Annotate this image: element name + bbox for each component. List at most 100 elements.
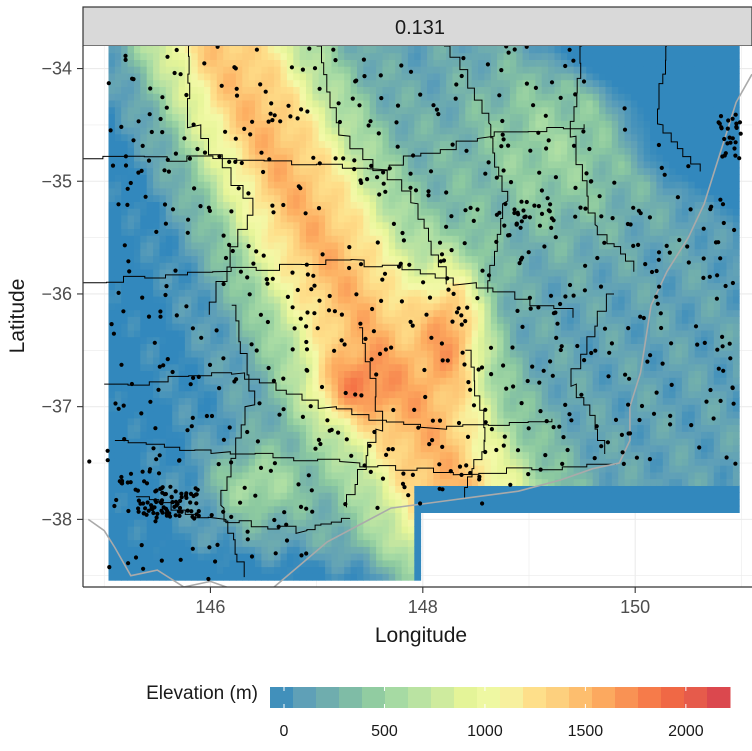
raster-cell [414,459,421,466]
raster-cell [504,161,511,168]
raster-cell [491,310,498,317]
raster-cell [433,93,440,100]
raster-cell [185,546,192,553]
raster-cell [185,357,192,364]
raster-cell [281,317,288,324]
raster-cell [198,404,205,411]
raster-cell [210,256,217,263]
raster-cell [198,445,205,452]
raster-cell [383,175,390,182]
raster-cell [261,188,268,195]
raster-cell [121,208,128,215]
raster-cell [351,546,358,553]
raster-cell [166,567,173,574]
raster-cell [121,465,128,472]
raster-cell [504,256,511,263]
raster-cell [414,465,421,472]
raster-cell [160,533,167,540]
raster-cell [459,276,466,283]
raster-cell [287,188,294,195]
raster-cell [421,141,428,148]
raster-cell [332,398,339,405]
raster-cell [223,398,230,405]
raster-cell [268,235,275,242]
raster-cell [383,526,390,533]
raster-cell [172,350,179,357]
raster-cell [395,93,402,100]
raster-cell [351,486,358,493]
raster-cell [344,181,351,188]
raster-cell [433,46,440,53]
raster-cell [370,567,377,574]
raster-cell [453,350,460,357]
raster-cell [357,357,364,364]
raster-cell [210,418,217,425]
raster-cell [516,418,523,425]
raster-cell [402,147,409,154]
raster-cell [115,465,122,472]
raster-cell [357,120,364,127]
raster-cell [268,560,275,567]
raster-cell [287,418,294,425]
raster-cell [395,357,402,364]
raster-cell [478,161,485,168]
raster-cell [344,100,351,107]
raster-cell [370,289,377,296]
raster-cell [497,479,504,486]
raster-cell [465,60,472,67]
raster-cell [338,560,345,567]
raster-cell [504,289,511,296]
raster-cell [300,127,307,134]
raster-cell [109,513,116,520]
raster-cell [134,513,141,520]
raster-cell [351,107,358,114]
raster-cell [491,269,498,276]
raster-cell [383,73,390,80]
raster-cell [255,459,262,466]
raster-cell [510,337,517,344]
raster-cell [261,519,268,526]
raster-cell [281,479,288,486]
raster-cell [357,499,364,506]
raster-cell [472,418,479,425]
raster-cell [287,46,294,53]
raster-cell [338,80,345,87]
raster-cell [134,404,141,411]
raster-cell [363,208,370,215]
raster-cell [421,357,428,364]
raster-cell [491,452,498,459]
raster-cell [153,546,160,553]
raster-cell [510,465,517,472]
raster-cell [465,229,472,236]
raster-cell [325,364,332,371]
raster-cell [433,479,440,486]
raster-cell [198,168,205,175]
raster-cell [484,235,491,242]
raster-cell [491,188,498,195]
raster-cell [166,175,173,182]
raster-cell [504,276,511,283]
raster-cell [484,215,491,222]
raster-cell [516,364,523,371]
raster-cell [478,222,485,229]
raster-cell [115,371,122,378]
raster-cell [198,310,205,317]
raster-cell [376,553,383,560]
raster-cell [217,398,224,405]
raster-cell [472,107,479,114]
raster-cell [249,350,256,357]
raster-cell [140,350,147,357]
raster-cell [121,222,128,229]
raster-cell [344,418,351,425]
raster-cell [344,330,351,337]
raster-cell [306,141,313,148]
raster-cell [395,188,402,195]
raster-cell [459,188,466,195]
raster-cell [172,546,179,553]
raster-cell [293,87,300,94]
raster-cell [319,53,326,60]
raster-cell [351,432,358,439]
raster-cell [472,317,479,324]
raster-cell [172,87,179,94]
raster-cell [115,445,122,452]
